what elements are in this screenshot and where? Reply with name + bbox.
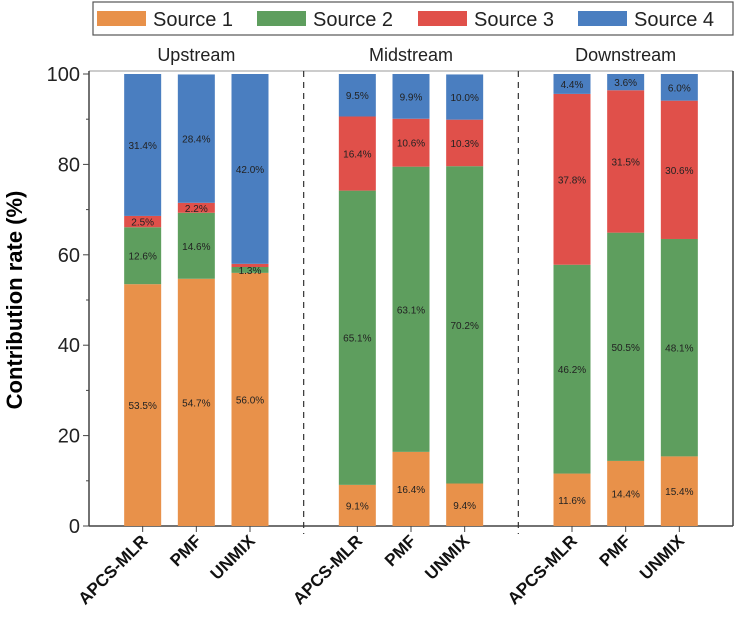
data-label: 15.4% bbox=[665, 487, 693, 498]
bar-segment bbox=[124, 215, 162, 228]
data-label: 10.3% bbox=[450, 139, 478, 150]
group-title: Downstream bbox=[575, 45, 676, 65]
data-label: 48.1% bbox=[665, 344, 693, 355]
bar-segment bbox=[660, 456, 698, 526]
bar-segment bbox=[392, 74, 430, 119]
y-tick-label: 60 bbox=[58, 245, 80, 267]
x-tick-label: UNMIX bbox=[421, 531, 474, 584]
legend-swatch bbox=[257, 11, 306, 26]
bar-segment bbox=[338, 190, 376, 485]
y-tick-label: 100 bbox=[47, 64, 80, 86]
group-title: Midstream bbox=[369, 45, 453, 65]
data-label: 9.9% bbox=[400, 92, 423, 103]
bar-segment bbox=[231, 263, 269, 268]
data-label: 14.4% bbox=[611, 489, 639, 500]
legend-label: Source 3 bbox=[474, 9, 554, 31]
data-label: 37.8% bbox=[558, 175, 586, 186]
legend-label: Source 4 bbox=[634, 9, 714, 31]
y-tick-label: 40 bbox=[58, 335, 80, 357]
data-label: 28.4% bbox=[182, 135, 210, 146]
bar-segment bbox=[607, 74, 645, 91]
x-tick-label: PMF bbox=[596, 531, 635, 570]
bar-segment bbox=[446, 74, 484, 120]
bar-segment bbox=[392, 451, 430, 526]
bar-segment bbox=[177, 278, 215, 526]
bar-segment bbox=[446, 483, 484, 526]
bar-segment bbox=[177, 74, 215, 203]
data-label: 14.6% bbox=[182, 242, 210, 253]
data-label: 11.6% bbox=[558, 496, 586, 507]
data-label: 46.2% bbox=[558, 365, 586, 376]
legend-swatch bbox=[418, 11, 467, 26]
bar-segment bbox=[338, 74, 376, 117]
legend-label: Source 2 bbox=[313, 9, 393, 31]
legend-label: Source 1 bbox=[153, 9, 233, 31]
bar-segment bbox=[607, 232, 645, 461]
data-label: 65.1% bbox=[343, 334, 371, 345]
y-axis-label: Contribution rate (%) bbox=[2, 191, 27, 410]
data-label: 16.4% bbox=[397, 485, 425, 496]
bar-segment bbox=[607, 460, 645, 526]
data-label: 70.2% bbox=[450, 321, 478, 332]
bar-segment bbox=[660, 100, 698, 239]
bar-segment bbox=[607, 90, 645, 233]
data-label: 1.3% bbox=[239, 266, 262, 277]
bar-segment bbox=[231, 267, 269, 273]
data-label: 10.0% bbox=[450, 93, 478, 104]
bar-segment bbox=[553, 473, 591, 526]
bar-segment bbox=[124, 284, 162, 526]
data-label: 30.6% bbox=[665, 166, 693, 177]
data-label: 53.5% bbox=[128, 401, 156, 412]
group-title: Upstream bbox=[157, 45, 235, 65]
bar-segment bbox=[231, 272, 269, 526]
bar-segment bbox=[553, 74, 591, 94]
data-label: 9.1% bbox=[346, 501, 369, 512]
bar-segment bbox=[177, 202, 215, 213]
bar-segment bbox=[660, 238, 698, 457]
data-label: 2.5% bbox=[131, 218, 154, 229]
bar-segment bbox=[231, 74, 269, 264]
x-tick-label: APCS-MLR bbox=[75, 531, 152, 608]
data-label: 56.0% bbox=[236, 395, 264, 406]
data-label: 3.6% bbox=[614, 78, 637, 89]
legend-swatch bbox=[97, 11, 146, 26]
bar-segment bbox=[124, 227, 162, 285]
bar-segment bbox=[177, 212, 215, 279]
y-tick-label: 20 bbox=[58, 426, 80, 448]
data-label: 54.7% bbox=[182, 398, 210, 409]
data-label: 31.5% bbox=[611, 157, 639, 168]
bar-segment bbox=[553, 264, 591, 474]
bar-segment bbox=[392, 118, 430, 167]
data-label: 16.4% bbox=[343, 150, 371, 161]
x-tick-label: PMF bbox=[166, 531, 205, 570]
data-label: 31.4% bbox=[128, 141, 156, 152]
data-label: 63.1% bbox=[397, 305, 425, 316]
bar-segment bbox=[553, 93, 591, 265]
data-label: 9.5% bbox=[346, 91, 369, 102]
x-tick-label: APCS-MLR bbox=[289, 531, 366, 608]
data-label: 6.0% bbox=[668, 83, 691, 94]
x-tick-label: UNMIX bbox=[636, 531, 689, 584]
x-tick-label: PMF bbox=[381, 531, 420, 570]
y-tick-label: 80 bbox=[58, 154, 80, 176]
data-label: 50.5% bbox=[611, 343, 639, 354]
data-label: 10.6% bbox=[397, 139, 425, 150]
data-label: 12.6% bbox=[128, 252, 156, 263]
bar-segment bbox=[446, 166, 484, 484]
bar-segment bbox=[392, 166, 430, 452]
data-label: 42.0% bbox=[236, 165, 264, 176]
data-label: 2.2% bbox=[185, 204, 208, 215]
x-tick-label: UNMIX bbox=[207, 531, 260, 584]
x-tick-label: APCS-MLR bbox=[504, 531, 581, 608]
bar-segment bbox=[338, 484, 376, 526]
bar-segment bbox=[660, 74, 698, 101]
bar-segment bbox=[446, 119, 484, 167]
legend-swatch bbox=[578, 11, 627, 26]
data-label: 9.4% bbox=[453, 501, 476, 512]
data-label: 4.4% bbox=[561, 80, 584, 91]
bar-segment bbox=[124, 74, 162, 216]
y-tick-label: 0 bbox=[69, 516, 80, 538]
bar-segment bbox=[338, 116, 376, 191]
